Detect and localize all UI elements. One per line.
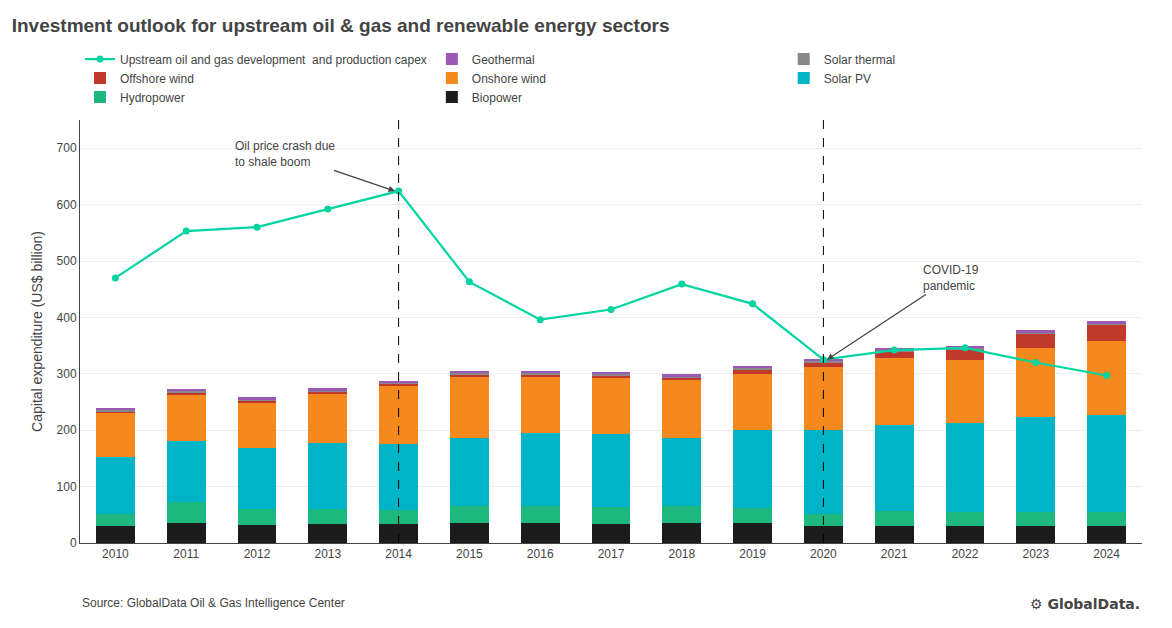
svg-text:2021: 2021 [881, 547, 908, 561]
svg-text:Solar thermal: Solar thermal [824, 53, 895, 67]
svg-text:Biopower: Biopower [472, 91, 522, 105]
svg-text:Hydropower: Hydropower [120, 91, 185, 105]
svg-text:Offshore wind: Offshore wind [120, 72, 194, 86]
svg-text:Source: GlobalData Oil & Gas I: Source: GlobalData Oil & Gas Intelligenc… [82, 596, 345, 610]
svg-text:Geothermal: Geothermal [472, 53, 535, 67]
svg-text:2024: 2024 [1093, 547, 1120, 561]
svg-text:2014: 2014 [385, 547, 412, 561]
svg-text:2011: 2011 [173, 547, 199, 561]
svg-text:2017: 2017 [598, 547, 625, 561]
svg-text:Solar PV: Solar PV [824, 72, 871, 86]
svg-text:2012: 2012 [244, 547, 271, 561]
svg-text:COVID-19pandemic: COVID-19pandemic [923, 263, 979, 293]
svg-text:300: 300 [57, 367, 77, 381]
svg-text:2022: 2022 [952, 547, 979, 561]
svg-text:Capital expenditure (US$ billi: Capital expenditure (US$ billion) [29, 231, 45, 432]
svg-text:0: 0 [70, 536, 77, 550]
svg-text:Onshore wind: Onshore wind [472, 72, 546, 86]
svg-text:200: 200 [57, 423, 77, 437]
svg-text:2013: 2013 [314, 547, 341, 561]
svg-text:500: 500 [57, 254, 77, 268]
svg-text:2019: 2019 [739, 547, 766, 561]
svg-text:⚙ GlobalData.: ⚙ GlobalData. [1030, 596, 1140, 612]
svg-text:2020: 2020 [810, 547, 837, 561]
svg-text:2010: 2010 [102, 547, 129, 561]
svg-text:2016: 2016 [527, 547, 554, 561]
svg-text:Investment outlook for upstrea: Investment outlook for upstream oil & ga… [12, 15, 670, 36]
svg-text:2018: 2018 [668, 547, 695, 561]
svg-text:700: 700 [57, 141, 77, 155]
svg-text:2023: 2023 [1022, 547, 1049, 561]
svg-text:400: 400 [57, 311, 77, 325]
svg-text:Oil price crash dueto shale bo: Oil price crash dueto shale boom [235, 139, 335, 169]
svg-text:100: 100 [57, 480, 77, 494]
svg-text:600: 600 [57, 198, 77, 212]
svg-text:Upstream oil and gas developme: Upstream oil and gas development and pro… [120, 53, 427, 67]
svg-text:2015: 2015 [456, 547, 483, 561]
